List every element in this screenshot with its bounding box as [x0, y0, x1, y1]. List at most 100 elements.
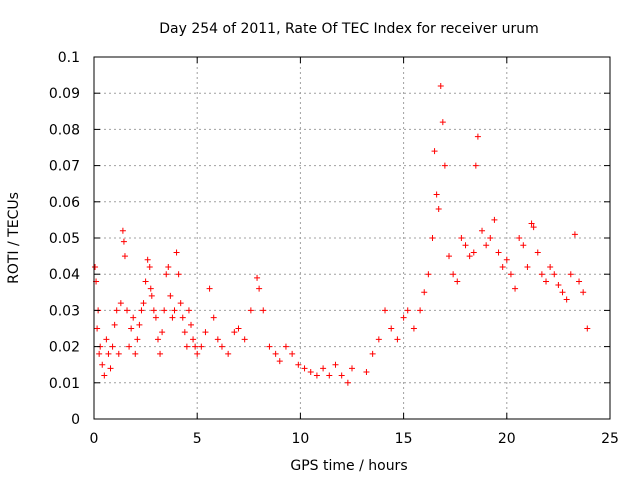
data-point — [150, 307, 157, 314]
data-point — [559, 289, 566, 296]
data-point — [105, 350, 112, 357]
data-point — [169, 314, 176, 321]
data-point — [450, 271, 457, 278]
x-tick-label: 15 — [395, 431, 413, 447]
data-point — [185, 307, 192, 314]
data-point — [441, 162, 448, 169]
data-points — [92, 82, 591, 386]
data-point — [138, 307, 145, 314]
axis-ticks: 0 5 10 15 20 25 0 0.01 0.02 0.03 0.04 0.05 0.06 0.07 0… — [49, 50, 619, 447]
y-tick-label: 0.08 — [49, 122, 80, 138]
data-point — [363, 368, 370, 375]
data-point — [198, 343, 205, 350]
data-point — [218, 343, 225, 350]
data-point — [231, 329, 238, 336]
data-point — [369, 350, 376, 357]
data-point — [437, 82, 444, 89]
data-point — [524, 263, 531, 270]
data-point — [404, 307, 411, 314]
data-point — [256, 285, 263, 292]
grid — [94, 57, 610, 419]
data-point — [192, 343, 199, 350]
data-point — [555, 282, 562, 289]
data-point — [425, 271, 432, 278]
data-point — [147, 285, 154, 292]
data-point — [142, 278, 149, 285]
data-point — [483, 242, 490, 249]
data-point — [400, 314, 407, 321]
data-point — [94, 325, 101, 332]
y-tick-label: 0.02 — [49, 340, 80, 356]
y-tick-label: 0.01 — [49, 376, 80, 392]
data-point — [206, 285, 213, 292]
data-point — [210, 314, 217, 321]
data-point — [479, 227, 486, 234]
data-point — [144, 256, 151, 263]
data-point — [349, 365, 355, 372]
data-point — [146, 263, 153, 270]
data-point — [177, 300, 184, 307]
x-tick-label: 25 — [601, 431, 619, 447]
data-point — [538, 271, 545, 278]
data-point — [433, 191, 440, 198]
data-point — [171, 307, 178, 314]
data-point — [225, 350, 232, 357]
y-tick-label: 0 — [71, 412, 80, 428]
data-point — [148, 292, 155, 299]
data-point — [117, 300, 124, 307]
data-point — [320, 365, 327, 372]
data-point — [126, 343, 133, 350]
x-tick-label: 0 — [90, 431, 99, 447]
x-tick-label: 20 — [498, 431, 516, 447]
data-point — [241, 336, 248, 343]
data-point — [115, 350, 122, 357]
data-point — [194, 350, 201, 357]
data-point — [388, 325, 395, 332]
data-point — [487, 235, 494, 241]
data-point — [101, 372, 108, 379]
y-tick-label: 0.04 — [49, 267, 80, 283]
data-point — [161, 307, 168, 314]
data-point — [435, 206, 442, 213]
data-point — [512, 285, 519, 292]
data-point — [421, 289, 428, 296]
data-point — [499, 263, 506, 270]
data-point — [111, 321, 118, 328]
data-point — [254, 274, 261, 281]
data-point — [313, 372, 320, 379]
data-point — [132, 350, 139, 357]
data-point — [289, 350, 296, 357]
data-point — [124, 307, 131, 314]
x-axis-label: GPS time / hours — [290, 458, 407, 474]
data-point — [446, 253, 453, 260]
data-point — [584, 325, 591, 332]
data-point — [462, 242, 469, 249]
data-point — [140, 300, 147, 307]
data-point — [175, 271, 182, 278]
data-point — [103, 336, 110, 343]
data-point — [282, 343, 289, 350]
data-point — [534, 249, 541, 256]
data-point — [109, 343, 116, 350]
data-point — [113, 307, 120, 314]
data-point — [516, 235, 523, 241]
data-point — [429, 235, 436, 241]
data-point — [503, 256, 510, 263]
data-point — [136, 321, 143, 328]
data-point — [507, 271, 514, 278]
data-point — [235, 325, 242, 332]
data-point — [466, 253, 473, 260]
data-point — [276, 358, 283, 365]
data-point — [121, 253, 128, 260]
y-tick-label: 0.1 — [58, 50, 80, 66]
data-point — [417, 307, 424, 314]
data-point — [576, 278, 583, 285]
data-point — [163, 271, 170, 278]
data-point — [167, 292, 174, 299]
data-point — [120, 238, 127, 245]
data-point — [260, 307, 267, 314]
data-point — [152, 314, 159, 321]
data-point — [165, 263, 172, 270]
data-point — [551, 271, 558, 278]
data-point — [454, 278, 461, 285]
